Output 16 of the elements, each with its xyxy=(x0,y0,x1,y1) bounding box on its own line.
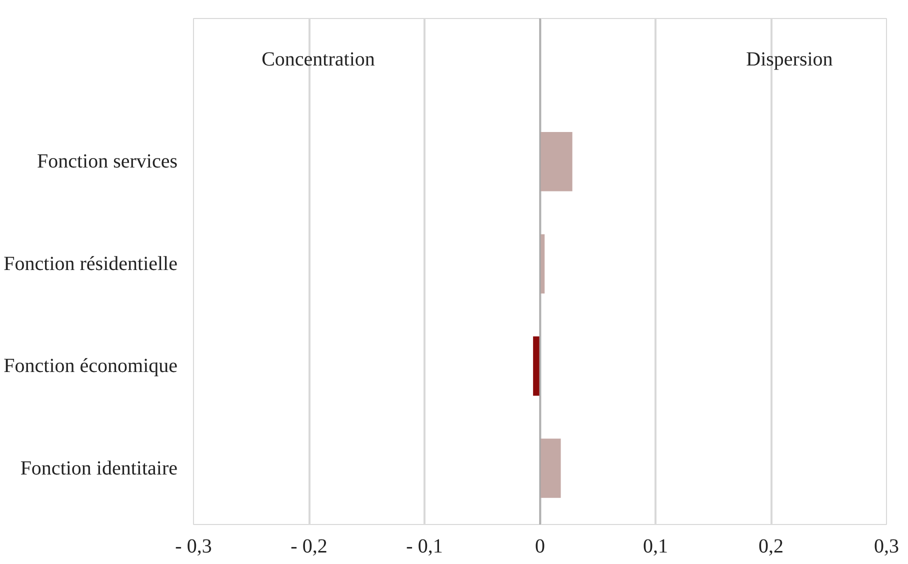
x-tick-label: - 0,3 xyxy=(175,536,212,558)
y-tick-label: Fonction services xyxy=(36,150,178,173)
text: Dispersion xyxy=(746,48,833,70)
y-tick-label: Fonction économique xyxy=(4,355,178,378)
y-tick-label: Fonction identitaire xyxy=(20,457,178,480)
y-tick-label: Fonction résidentielle xyxy=(4,252,178,275)
bar xyxy=(540,132,572,192)
x-tick-label: 0 xyxy=(535,536,545,558)
text: Concentration xyxy=(262,48,375,70)
x-tick-label: 0,1 xyxy=(643,536,668,558)
x-tick-label: 0,3 xyxy=(874,536,899,558)
x-tick-label: - 0,1 xyxy=(406,536,443,558)
bar xyxy=(533,336,540,396)
x-tick-label: 0,2 xyxy=(758,536,784,558)
bar xyxy=(540,438,561,498)
x-tick-label: - 0,2 xyxy=(290,536,328,558)
